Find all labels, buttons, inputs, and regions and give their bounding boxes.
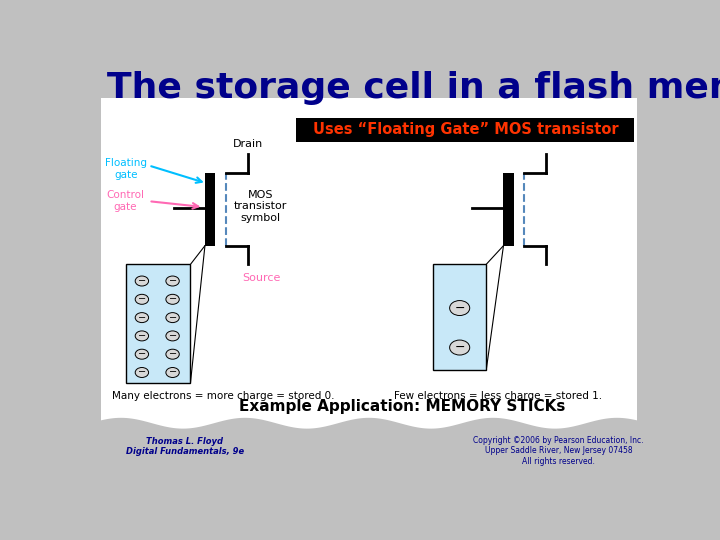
Bar [503,173,513,246]
Circle shape [135,276,148,286]
Bar [297,118,634,141]
Text: −: − [138,331,146,341]
Bar [433,265,486,370]
Circle shape [135,331,148,341]
Text: −: − [168,368,176,377]
Text: −: − [454,301,465,314]
Circle shape [135,349,148,359]
Circle shape [449,340,469,355]
Text: Source: Source [243,273,281,283]
Text: −: − [138,349,146,359]
Text: −: − [168,294,176,305]
Text: Floating
gate: Floating gate [105,158,148,180]
Text: Drain: Drain [233,139,263,149]
Text: MOS
transistor
symbol: MOS transistor symbol [233,190,287,223]
Text: −: − [138,313,146,322]
Bar [101,98,636,431]
Text: −: − [138,294,146,305]
Text: −: − [454,341,465,354]
Circle shape [135,368,148,377]
Circle shape [166,294,179,305]
Text: −: − [168,349,176,359]
Circle shape [166,313,179,322]
Text: −: − [168,276,176,286]
Text: Uses “Floating Gate” MOS transistor: Uses “Floating Gate” MOS transistor [312,122,618,137]
Text: Example Application: MEMORY STICKs: Example Application: MEMORY STICKs [239,399,566,414]
Text: Many electrons = more charge = stored 0.: Many electrons = more charge = stored 0. [112,391,335,401]
Text: −: − [138,368,146,377]
Text: Few electrons = less charge = stored 1.: Few electrons = less charge = stored 1. [394,391,602,401]
Polygon shape [90,418,648,481]
Text: Copyright ©2006 by Pearson Education, Inc.
Upper Saddle River, New Jersey 07458
: Copyright ©2006 by Pearson Education, In… [474,436,644,465]
Text: Control
gate: Control gate [106,191,144,212]
Circle shape [166,276,179,286]
Circle shape [449,301,469,315]
Text: The storage cell in a flash memory: The storage cell in a flash memory [107,71,720,105]
Circle shape [166,331,179,341]
Text: −: − [138,276,146,286]
Circle shape [135,294,148,305]
Text: −: − [168,331,176,341]
Bar [205,173,215,246]
Circle shape [166,349,179,359]
Circle shape [135,313,148,322]
Text: −: − [168,313,176,322]
Text: Thomas L. Floyd
Digital Fundamentals, 9e: Thomas L. Floyd Digital Fundamentals, 9e [126,437,244,456]
Bar [126,265,190,383]
Circle shape [166,368,179,377]
